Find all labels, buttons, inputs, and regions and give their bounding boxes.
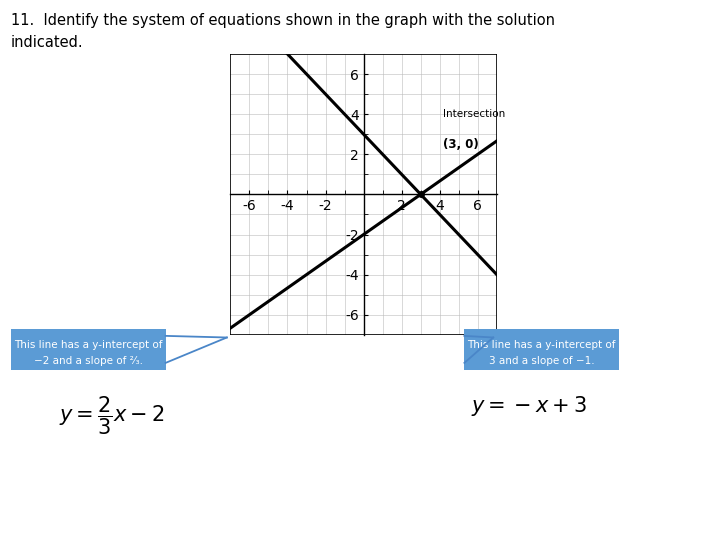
Text: Intersection: Intersection — [443, 109, 505, 119]
Text: −2 and a slope of ²⁄₃.: −2 and a slope of ²⁄₃. — [34, 356, 143, 366]
Text: This line has a y-intercept of: This line has a y-intercept of — [14, 340, 163, 350]
Text: (3, 0): (3, 0) — [443, 138, 478, 151]
Text: $y = -x + 3$: $y = -x + 3$ — [472, 394, 587, 418]
Text: 3 and a slope of −1.: 3 and a slope of −1. — [489, 356, 595, 366]
Text: $y = \dfrac{2}{3}x - 2$: $y = \dfrac{2}{3}x - 2$ — [59, 394, 164, 437]
Bar — [230, 54, 497, 335]
Text: This line has a y-intercept of: This line has a y-intercept of — [467, 340, 616, 350]
Text: indicated.: indicated. — [11, 35, 84, 50]
Text: 11.  Identify the system of equations shown in the graph with the solution: 11. Identify the system of equations sho… — [11, 14, 555, 29]
